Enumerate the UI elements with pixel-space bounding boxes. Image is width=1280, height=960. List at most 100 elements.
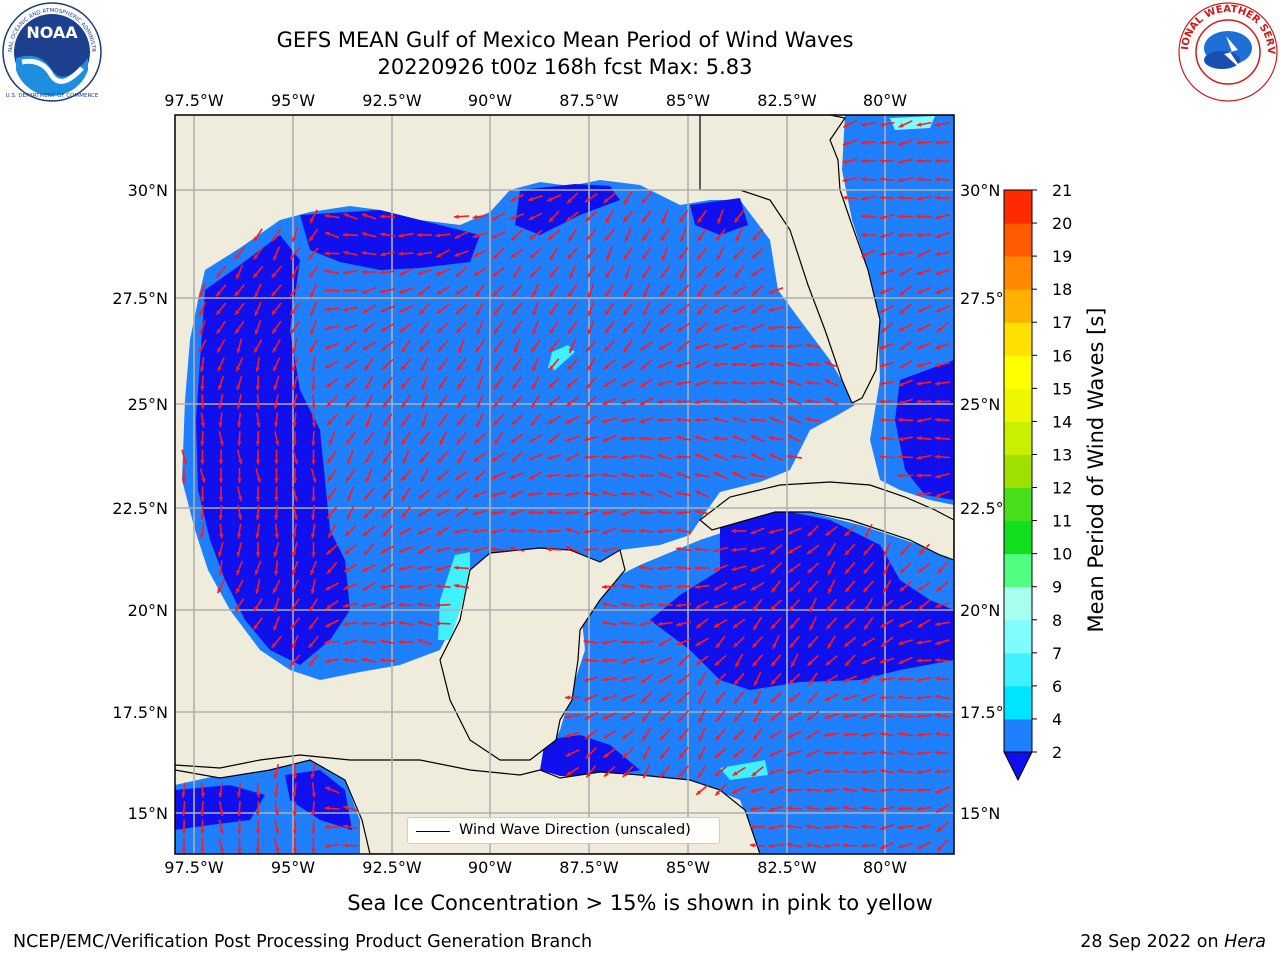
footer-host: Hera bbox=[1224, 932, 1266, 952]
wind-arrow-head bbox=[602, 437, 608, 442]
wind-arrow-head bbox=[512, 328, 517, 334]
lon-tick-top-7: 82.5°W bbox=[757, 91, 817, 110]
wind-arrow-head bbox=[754, 680, 759, 686]
wind-arrow-head bbox=[678, 735, 684, 741]
wind-arrow-head bbox=[808, 680, 813, 686]
lat-tick-left-5: 20°N bbox=[128, 601, 168, 620]
wind-arrow-head bbox=[529, 438, 534, 443]
wind-arrow-head bbox=[583, 529, 589, 534]
wind-arrow-head bbox=[694, 418, 700, 423]
wind-arrow-head bbox=[769, 398, 774, 403]
wind-arrow-head bbox=[604, 235, 610, 241]
wind-arrow-head bbox=[380, 548, 386, 553]
wind-arrow-head bbox=[325, 345, 330, 350]
wind-arrow-head bbox=[768, 529, 774, 534]
wind-arrow-head bbox=[750, 548, 756, 553]
wind-arrow-head bbox=[899, 346, 905, 351]
wind-arrow-head bbox=[256, 792, 261, 798]
wind-arrow-head bbox=[880, 345, 885, 350]
wind-arrow-head bbox=[381, 567, 387, 573]
wind-arrow-head bbox=[236, 551, 241, 557]
wind-arrow-head bbox=[381, 512, 387, 518]
wind-arrow-head bbox=[216, 272, 221, 278]
wind-arrow-head bbox=[863, 568, 869, 574]
wind-arrow-head bbox=[805, 824, 811, 829]
wind-arrow-head bbox=[602, 548, 607, 553]
wind-arrow-head bbox=[750, 399, 755, 404]
wind-arrow-head bbox=[347, 459, 352, 464]
wind-arrow-head bbox=[238, 459, 243, 465]
wind-arrow-head bbox=[715, 272, 720, 278]
wind-arrow-head bbox=[787, 842, 792, 848]
wind-arrow-head bbox=[473, 493, 479, 498]
wind-arrow-head bbox=[290, 291, 295, 297]
wind-arrow-head bbox=[547, 197, 553, 202]
wind-arrow-head bbox=[715, 698, 721, 704]
wind-arrow-head bbox=[769, 789, 775, 794]
wind-arrow-head bbox=[641, 717, 647, 722]
wind-arrow-head bbox=[642, 254, 647, 260]
wind-arrow-head bbox=[639, 659, 645, 664]
wind-arrow-head bbox=[768, 825, 774, 830]
wind-arrow-head bbox=[861, 843, 866, 848]
wind-arrow-head bbox=[898, 454, 903, 459]
wind-arrow-head bbox=[623, 309, 628, 315]
wind-arrow-head bbox=[325, 622, 331, 627]
colorbar-tick-label: 19 bbox=[1052, 247, 1072, 266]
wind-arrow-head bbox=[696, 327, 702, 333]
wind-arrow-head bbox=[657, 602, 662, 608]
wind-arrow-head bbox=[657, 417, 662, 423]
wind-arrow-head bbox=[678, 772, 684, 778]
wind-arrow-head bbox=[936, 586, 942, 592]
wind-arrow-head bbox=[768, 770, 774, 775]
wind-arrow-head bbox=[735, 236, 740, 242]
wind-arrow-head bbox=[325, 383, 331, 388]
wind-arrow-head bbox=[473, 252, 479, 257]
wind-arrow-head bbox=[751, 271, 757, 277]
wind-arrow-head bbox=[827, 550, 832, 556]
wind-arrow-head bbox=[898, 731, 903, 737]
colorbar-segment bbox=[1004, 256, 1032, 290]
lat-tick-left-4: 22.5°N bbox=[112, 499, 168, 518]
wind-arrow-head bbox=[291, 273, 296, 279]
wind-arrow-head bbox=[620, 455, 626, 460]
wind-arrow-head bbox=[255, 460, 261, 465]
wind-arrow-head bbox=[657, 584, 663, 590]
wind-arrow-head bbox=[362, 345, 368, 350]
wind-arrow-head bbox=[548, 235, 553, 240]
wind-arrow-head bbox=[273, 404, 278, 409]
wind-arrow-head bbox=[696, 623, 701, 629]
wind-arrow-head bbox=[694, 435, 700, 440]
wind-arrow-head bbox=[916, 363, 922, 368]
wind-arrow-head bbox=[770, 624, 776, 629]
wind-arrow-head bbox=[750, 788, 756, 793]
wind-arrow-head bbox=[216, 291, 221, 297]
wind-arrow-head bbox=[898, 640, 904, 645]
wind-arrow-head bbox=[435, 621, 441, 626]
wind-arrow-head bbox=[879, 381, 885, 386]
wind-arrow-head bbox=[714, 586, 719, 591]
wind-arrow-head bbox=[603, 753, 609, 758]
wind-arrow-head bbox=[328, 532, 333, 538]
yucatan-land bbox=[439, 547, 626, 761]
wind-arrow-head bbox=[219, 533, 224, 539]
wind-arrow-head bbox=[512, 365, 517, 371]
wind-arrow-head bbox=[292, 792, 297, 798]
wind-arrow-head bbox=[347, 514, 352, 520]
wind-arrow-head bbox=[344, 383, 350, 388]
wind-arrow-head bbox=[935, 399, 940, 404]
wind-arrow-head bbox=[787, 806, 792, 811]
wind-arrow-head bbox=[510, 493, 516, 498]
wind-arrow-head bbox=[343, 213, 349, 218]
wind-arrow-head bbox=[732, 789, 738, 794]
wind-arrow-head bbox=[291, 588, 296, 594]
wind-arrow-head bbox=[510, 215, 515, 220]
wind-arrow-head bbox=[255, 441, 260, 446]
wind-arrow-head bbox=[643, 310, 648, 316]
wind-arrow-head bbox=[620, 677, 626, 682]
wind-arrow-head bbox=[750, 435, 756, 440]
wind-arrow-head bbox=[713, 417, 719, 422]
wind-arrow-head bbox=[824, 732, 829, 738]
wind-arrow-head bbox=[771, 679, 776, 685]
wind-arrow-head bbox=[494, 365, 499, 371]
